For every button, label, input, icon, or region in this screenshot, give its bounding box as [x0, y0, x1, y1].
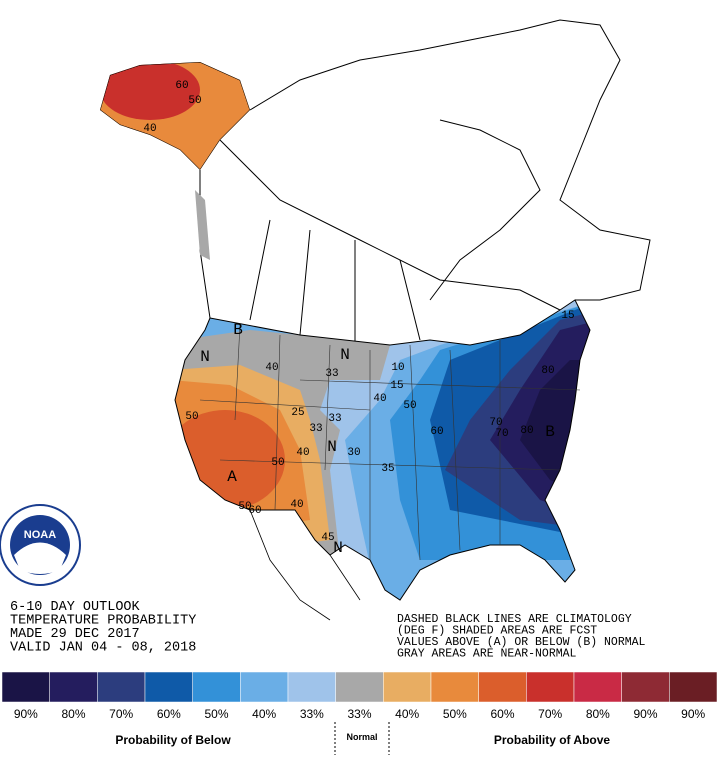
- note-line: GRAY AREAS ARE NEAR-NORMAL: [397, 648, 577, 661]
- us-regions: [175, 300, 590, 600]
- legend-label: 50%: [204, 707, 228, 721]
- logo-text: NOAA: [24, 529, 56, 541]
- map-label: 25: [291, 407, 304, 419]
- map-label: 50: [403, 400, 416, 412]
- legend-label: 60%: [490, 707, 514, 721]
- legend-swatch: [240, 671, 289, 703]
- map-label: N: [200, 348, 210, 366]
- legend-swatch: [621, 671, 670, 703]
- legend-label: 33%: [300, 707, 324, 721]
- legend-label: 90%: [14, 707, 38, 721]
- map-label: N: [333, 539, 343, 557]
- header-line: MADE 29 DEC 2017: [10, 627, 140, 642]
- map-label: 80: [520, 425, 533, 437]
- mexico-lines: [249, 509, 361, 621]
- us-outline: [174, 299, 591, 601]
- legend-label: 40%: [252, 707, 276, 721]
- map-label: A: [227, 468, 237, 486]
- legend-swatch: [144, 671, 193, 703]
- legend-label: 70%: [109, 707, 133, 721]
- map-label: 40: [373, 393, 386, 405]
- legend-label: 60%: [157, 707, 181, 721]
- map-label: N: [327, 438, 337, 456]
- map-label: 15: [390, 380, 403, 392]
- noaa-logo: NOAA: [0, 504, 81, 586]
- map-label: 40: [296, 447, 309, 459]
- legend-swatch: [192, 671, 241, 703]
- legend-swatch: [97, 671, 146, 703]
- map-label: 40: [143, 123, 156, 135]
- legend-label: 80%: [586, 707, 610, 721]
- map-label: 35: [381, 463, 394, 475]
- legend-label: 70%: [538, 707, 562, 721]
- legend-below: Probability of Below: [115, 733, 231, 747]
- map-label: 40: [265, 362, 278, 374]
- map-label: 50: [238, 501, 251, 513]
- canada-borders: [199, 19, 651, 345]
- note-line: (DEG F) SHADED AREAS ARE FCST: [397, 625, 597, 638]
- legend-swatch: [430, 671, 479, 703]
- legend-swatch: [573, 671, 622, 703]
- legend-swatch: [49, 671, 98, 703]
- map-label: 33: [328, 413, 341, 425]
- legend-swatch: [526, 671, 575, 703]
- legend-normal: Normal: [346, 732, 377, 742]
- state-lines: [199, 324, 581, 561]
- map-label: 15: [561, 310, 574, 322]
- header-line: TEMPERATURE PROBABILITY: [10, 614, 196, 629]
- header-line: 6-10 DAY OUTLOOK: [10, 600, 141, 615]
- alaska: [100, 62, 250, 170]
- legend-label: 90%: [633, 707, 657, 721]
- map-label: 10: [391, 362, 404, 374]
- legend-swatch: [287, 671, 336, 703]
- map-label: 40: [290, 499, 303, 511]
- map-label: 30: [347, 447, 360, 459]
- legend-label: 90%: [681, 707, 705, 721]
- map-label: 50: [188, 95, 201, 107]
- map-label: 33: [325, 368, 338, 380]
- legend-above: Probability of Above: [494, 733, 611, 747]
- map-label: N: [340, 346, 350, 364]
- map-label: 70: [495, 428, 508, 440]
- note-line: DASHED BLACK LINES ARE CLIMATOLOGY: [397, 613, 632, 626]
- legend-label: 40%: [395, 707, 419, 721]
- map-label: 60: [430, 426, 443, 438]
- map-label: 80: [541, 365, 554, 377]
- map-label: 70: [489, 417, 502, 429]
- note-line: VALUES ABOVE (A) OR BELOW (B) NORMAL: [397, 636, 646, 649]
- legend-label: 33%: [347, 707, 371, 721]
- map-label: B: [233, 321, 243, 339]
- legend-swatch: [383, 671, 432, 703]
- legend-label: 80%: [61, 707, 85, 721]
- header-line: VALID JAN 04 - 08, 2018: [10, 641, 196, 656]
- map-label: 50: [271, 457, 284, 469]
- map-label: 60: [248, 505, 261, 517]
- map-label: 33: [309, 423, 322, 435]
- map-label: 45: [321, 532, 334, 544]
- legend-swatch: [669, 671, 718, 703]
- legend-swatch: [335, 671, 384, 703]
- legend-swatch: [1, 671, 50, 703]
- map-label: B: [545, 423, 555, 441]
- legend-label: 50%: [443, 707, 467, 721]
- map-label: 60: [175, 80, 188, 92]
- map-label: 50: [185, 411, 198, 423]
- bc-coast: [195, 190, 210, 260]
- legend-swatch: [478, 671, 527, 703]
